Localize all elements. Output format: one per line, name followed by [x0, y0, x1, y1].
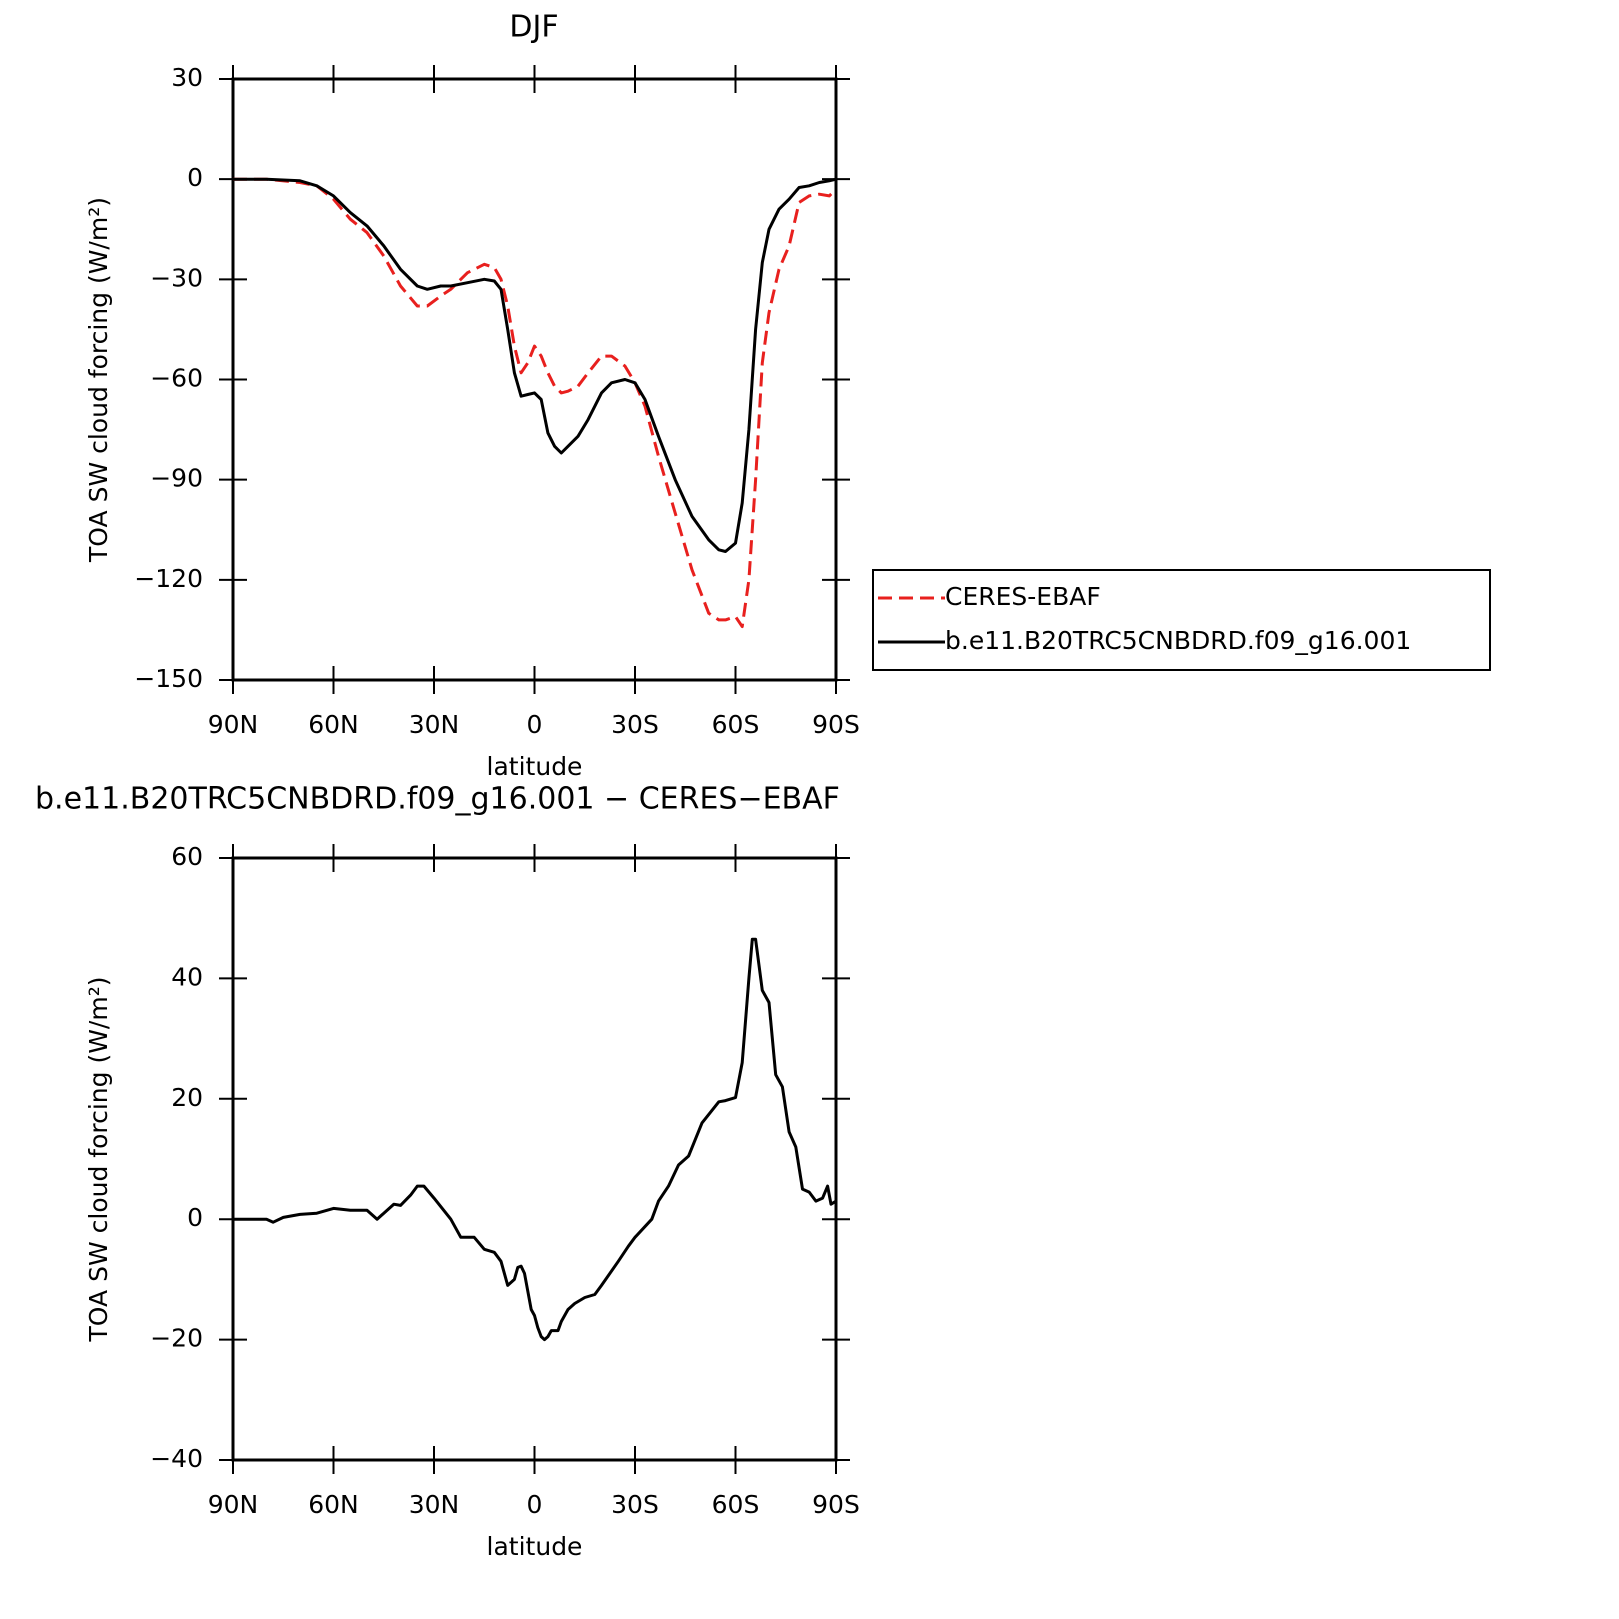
x-tick-label: 30N — [409, 1490, 460, 1519]
y-tick-label: 20 — [171, 1083, 203, 1112]
x-tick-label: 60S — [712, 1490, 760, 1519]
x-tick-label: 30S — [611, 1490, 659, 1519]
y-tick-label: −90 — [150, 464, 203, 493]
y-tick-label: −40 — [150, 1444, 203, 1473]
series-line — [233, 937, 837, 1342]
y-tick-label: −120 — [134, 564, 203, 593]
x-tick-label: 60S — [712, 710, 760, 739]
y-tick-label: 0 — [187, 163, 203, 192]
x-tick-label: 90S — [812, 1490, 860, 1519]
x-axis-label: latitude — [487, 752, 583, 781]
y-tick-label: −150 — [134, 664, 203, 693]
series-line — [233, 177, 837, 553]
y-tick-label: 40 — [171, 962, 203, 991]
x-tick-label: 60N — [308, 1490, 359, 1519]
legend-label: b.e11.B20TRC5CNBDRD.f09_g16.001 — [945, 626, 1411, 655]
chart-title: b.e11.B20TRC5CNBDRD.f09_g16.001 − CERES−… — [35, 782, 840, 817]
x-tick-label: 30N — [409, 710, 460, 739]
y-tick-label: −60 — [150, 364, 203, 393]
x-tick-label: 90S — [812, 710, 860, 739]
y-tick-label: −20 — [150, 1324, 203, 1353]
legend-box — [872, 569, 1491, 671]
x-tick-label: 60N — [308, 710, 359, 739]
x-tick-label: 90N — [208, 710, 259, 739]
y-axis-label: TOA SW cloud forcing (W/m²) — [84, 977, 113, 1343]
series-line — [233, 177, 838, 629]
legend-label: CERES-EBAF — [945, 582, 1101, 611]
y-tick-label: −30 — [150, 263, 203, 292]
x-tick-label: 30S — [611, 710, 659, 739]
y-tick-label: 0 — [187, 1203, 203, 1232]
x-tick-label: 90N — [208, 1490, 259, 1519]
y-tick-label: 60 — [171, 842, 203, 871]
y-tick-label: 30 — [171, 63, 203, 92]
chart-title: DJF — [509, 10, 558, 45]
y-axis-label: TOA SW cloud forcing (W/m²) — [84, 197, 113, 563]
x-axis-label: latitude — [487, 1532, 583, 1561]
x-tick-label: 0 — [527, 1490, 543, 1519]
x-tick-label: 0 — [527, 710, 543, 739]
